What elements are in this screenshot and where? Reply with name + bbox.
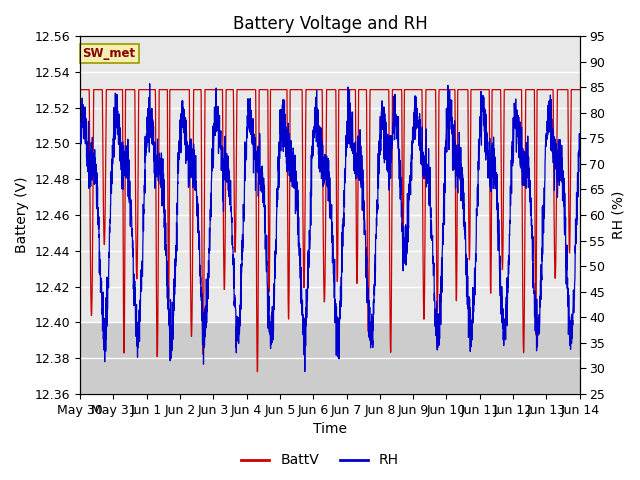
- Legend: BattV, RH: BattV, RH: [236, 448, 404, 473]
- Bar: [80, 323, 580, 394]
- Text: SW_met: SW_met: [83, 47, 136, 60]
- Title: Battery Voltage and RH: Battery Voltage and RH: [232, 15, 428, 33]
- X-axis label: Time: Time: [313, 422, 347, 436]
- Y-axis label: Battery (V): Battery (V): [15, 177, 29, 253]
- Y-axis label: RH (%): RH (%): [611, 191, 625, 239]
- Bar: [80, 36, 580, 323]
